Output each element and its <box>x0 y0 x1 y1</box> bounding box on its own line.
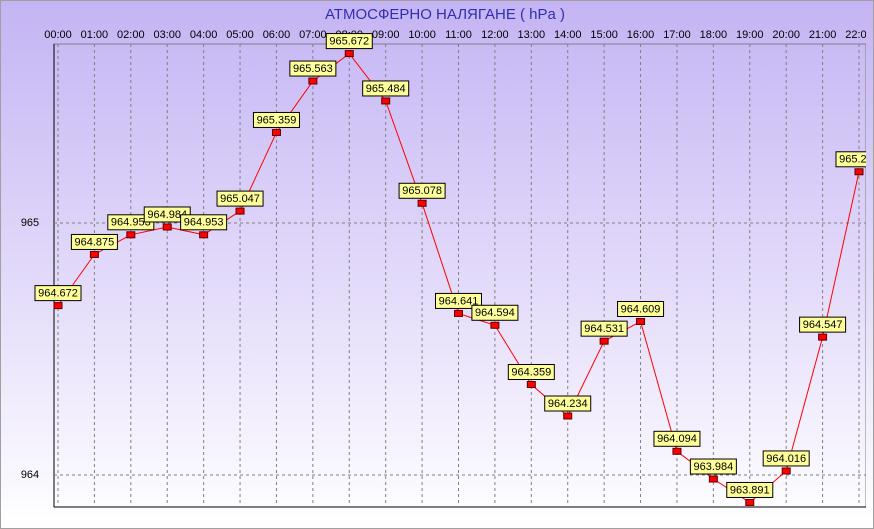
point-marker <box>745 498 755 506</box>
value-label-box <box>325 33 373 50</box>
x-tick-label: 04:00 <box>190 29 218 41</box>
point-marker <box>53 302 63 310</box>
point-marker <box>526 381 536 389</box>
value-label: 965.484 <box>366 83 406 95</box>
point-marker <box>563 412 573 420</box>
point-marker <box>708 475 718 483</box>
point-marker <box>781 467 791 475</box>
x-tick-label: 14:00 <box>554 29 582 41</box>
point-marker <box>89 250 99 258</box>
point-marker <box>417 199 427 207</box>
value-label: 963.891 <box>730 484 770 496</box>
value-label: 965.078 <box>402 185 442 197</box>
x-tick-label: 12:00 <box>481 29 509 41</box>
x-tick-label: 17:00 <box>663 29 691 41</box>
point-marker <box>199 231 209 239</box>
x-tick-label: 09:00 <box>372 29 400 41</box>
point-marker <box>490 321 500 329</box>
value-label: 964.094 <box>657 433 697 445</box>
value-label-box <box>252 111 300 128</box>
value-label: 965.203 <box>839 154 874 166</box>
point-marker <box>271 128 281 136</box>
x-tick-label: 18:00 <box>700 29 728 41</box>
value-label: 965.047 <box>220 193 260 205</box>
x-tick-label: 19:00 <box>736 29 764 41</box>
value-label: 964.875 <box>75 236 115 248</box>
value-label: 964.953 <box>111 217 151 229</box>
value-label-box <box>70 233 118 250</box>
value-label-box <box>471 304 519 321</box>
x-tick-label: 06:00 <box>263 29 291 41</box>
x-tick-label: 02:00 <box>117 29 145 41</box>
value-label: 964.234 <box>548 398 588 410</box>
value-label-box <box>799 316 847 333</box>
value-label-box <box>289 60 337 77</box>
value-label: 964.641 <box>439 295 479 307</box>
point-marker <box>381 97 391 105</box>
x-tick-label: 13:00 <box>518 29 546 41</box>
value-label: 964.953 <box>184 217 224 229</box>
point-marker <box>308 77 318 85</box>
x-tick-label: 00:00 <box>44 29 72 41</box>
chart-title: АТМОСФЕРНО НАЛЯГАНЕ ( hPa ) <box>325 6 565 23</box>
value-label: 964.531 <box>584 323 624 335</box>
x-tick-label: 01:00 <box>81 29 109 41</box>
point-marker <box>126 231 136 239</box>
value-label-box <box>180 214 228 231</box>
x-tick-label: 15:00 <box>590 29 618 41</box>
x-tick-label: 21:00 <box>809 29 837 41</box>
value-label: 964.609 <box>621 303 661 315</box>
value-label: 964.016 <box>766 453 806 465</box>
value-label-box <box>762 450 810 467</box>
x-tick-label: 20:00 <box>772 29 800 41</box>
value-label-box <box>835 151 866 168</box>
point-marker <box>672 447 682 455</box>
x-tick-label: 05:00 <box>226 29 254 41</box>
value-label: 964.547 <box>803 319 843 331</box>
value-label-box <box>216 190 264 207</box>
value-label: 963.984 <box>693 461 733 473</box>
value-label-box <box>689 458 737 475</box>
value-label-box <box>617 300 665 317</box>
value-label: 964.594 <box>475 307 515 319</box>
value-label-box <box>544 395 592 412</box>
value-label-box <box>362 80 410 97</box>
x-tick-label: 03:00 <box>153 29 181 41</box>
value-label-box <box>507 364 555 381</box>
value-label-box <box>580 320 628 337</box>
value-label-box <box>726 481 774 498</box>
value-label: 965.563 <box>293 63 333 75</box>
y-tick-label: 965 <box>21 217 39 229</box>
value-label: 965.672 <box>329 35 369 47</box>
value-label-box <box>34 285 82 302</box>
value-label-box <box>653 430 701 447</box>
x-tick-label: 22:00 <box>845 29 873 41</box>
point-marker <box>818 333 828 341</box>
point-marker <box>454 309 463 317</box>
value-label-box <box>435 292 482 309</box>
value-label: 964.359 <box>511 366 551 378</box>
y-tick-label: 964 <box>21 469 39 481</box>
x-tick-label: 16:00 <box>627 29 655 41</box>
point-marker <box>344 50 354 58</box>
point-marker <box>854 168 864 176</box>
x-tick-label: 10:00 <box>408 29 436 41</box>
point-marker <box>235 207 245 215</box>
value-label: 964.672 <box>38 288 78 300</box>
point-marker <box>636 317 646 325</box>
point-marker <box>599 337 609 345</box>
x-tick-label: 11:00 <box>445 29 472 41</box>
value-label: 965.359 <box>257 114 297 126</box>
point-marker <box>162 223 172 231</box>
x-tick-label: 07:00 <box>299 29 327 41</box>
value-label: 964.984 <box>147 209 187 221</box>
value-label-box <box>398 182 446 199</box>
